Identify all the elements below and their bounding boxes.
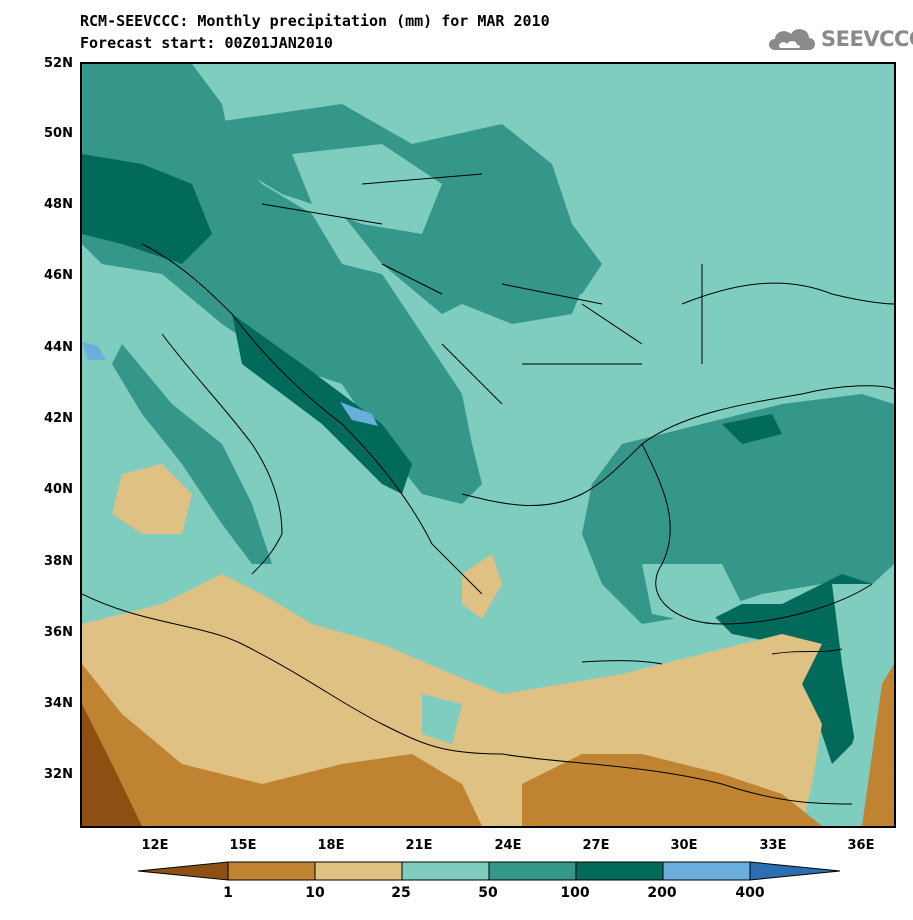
seevccc-logo: SEEVCCC xyxy=(765,24,913,54)
colorbar-segment xyxy=(488,861,577,881)
region-100-200-italy xyxy=(112,344,272,564)
region-10-25-arabia xyxy=(862,664,894,826)
region-25-50-tyrrhenian xyxy=(112,464,192,534)
lat-label: 40N xyxy=(44,482,73,497)
region-200-400-nw xyxy=(82,154,212,264)
colorbar-label: 200 xyxy=(647,885,677,901)
region-50-100-gulf xyxy=(422,694,462,744)
lat-label: 46N xyxy=(44,268,73,283)
lon-label: 21E xyxy=(405,838,433,853)
lat-label: 50N xyxy=(44,126,73,141)
region-10-25-egypt xyxy=(522,754,822,826)
adriatic-east-coast xyxy=(141,243,483,595)
colorbar-segment xyxy=(575,861,664,881)
colorbar-segment xyxy=(314,861,403,881)
lon-label: 36E xyxy=(847,838,875,853)
logo-text: SEEVCCC xyxy=(821,27,913,51)
lat-label: 36N xyxy=(44,625,73,640)
lat-label: 38N xyxy=(44,554,73,569)
colorbar-label: 10 xyxy=(305,885,325,901)
colorbar xyxy=(138,861,840,881)
colorbar-label: 100 xyxy=(560,885,590,901)
black-sea-north-coast xyxy=(681,282,894,305)
region-400-plus-albania xyxy=(340,402,378,426)
region-50-100-hungary xyxy=(292,144,442,234)
region-200-400-dinaric xyxy=(232,314,412,494)
precipitation-map xyxy=(80,62,896,828)
region-50-100-anatolia-patch xyxy=(642,564,742,624)
lon-label: 18E xyxy=(317,838,345,853)
map-title: RCM-SEEVCCC: Monthly precipitation (mm) … xyxy=(80,12,550,30)
lon-label: 15E xyxy=(229,838,257,853)
forecast-start-label: Forecast start: 00Z01JAN2010 xyxy=(80,34,333,52)
colorbar-segment-right-arrow xyxy=(749,861,840,881)
lat-label: 32N xyxy=(44,767,73,782)
region-200-400-pontic xyxy=(722,414,782,444)
lat-label: 34N xyxy=(44,696,73,711)
region-25-50-peloponnese xyxy=(462,554,502,619)
colorbar-segment-left-arrow xyxy=(138,861,229,881)
region-1-10-west xyxy=(82,704,142,826)
colorbar-label: 50 xyxy=(478,885,498,901)
cloud-logo-icon xyxy=(769,29,815,50)
lat-label: 52N xyxy=(44,56,73,71)
country-borders xyxy=(261,173,703,405)
region-10-25-libya xyxy=(82,664,482,826)
lon-label: 24E xyxy=(494,838,522,853)
black-sea-south-coast xyxy=(461,385,894,507)
region-100-200-carpathians xyxy=(442,214,592,324)
cyprus-coast xyxy=(771,648,843,655)
lon-label: 12E xyxy=(141,838,169,853)
crete-coast xyxy=(581,660,663,665)
colorbar-label: 25 xyxy=(391,885,411,901)
colorbar-segment xyxy=(401,861,490,881)
region-400-plus-alps xyxy=(82,342,106,360)
colorbar-segment xyxy=(662,861,751,881)
lon-label: 30E xyxy=(670,838,698,853)
map-canvas xyxy=(82,64,894,826)
anatolia-coast xyxy=(641,443,873,625)
lon-label: 27E xyxy=(582,838,610,853)
lat-label: 44N xyxy=(44,340,73,355)
lat-label: 48N xyxy=(44,197,73,212)
coastlines-borders xyxy=(82,173,894,805)
italy-coast xyxy=(161,333,283,575)
colorbar-segment xyxy=(227,861,316,881)
lon-label: 33E xyxy=(759,838,787,853)
colorbar-label: 1 xyxy=(223,885,233,901)
region-100-200-nw xyxy=(82,64,482,504)
lat-label: 42N xyxy=(44,411,73,426)
north-africa-coast xyxy=(82,593,853,805)
colorbar-label: 400 xyxy=(735,885,765,901)
